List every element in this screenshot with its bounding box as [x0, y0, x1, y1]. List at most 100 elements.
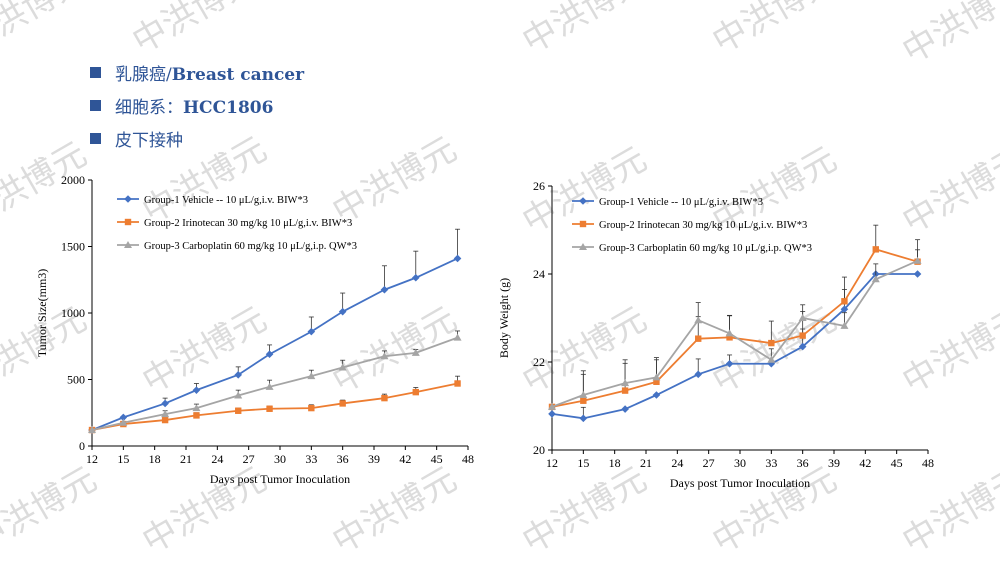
x-tick-label: 27 [703, 456, 715, 470]
chart-weight: 20 22 24 26 12 15 18 21 24 27 30 33 36 39 42 45 48 Days p… [497, 179, 934, 490]
x-tick-label: 33 [305, 452, 317, 466]
legend-label: Group-3 Carboplatin 60 mg/kg 10 μL/g,i.p… [144, 241, 357, 252]
series-line [551, 248, 918, 408]
x-tick-label: 18 [149, 452, 161, 466]
data-point-marker [694, 316, 703, 324]
data-point-marker [695, 335, 702, 342]
x-axis-title: Days post Tumor Inoculation [670, 476, 810, 490]
x-tick-label: 42 [859, 456, 871, 470]
data-point-marker [339, 400, 346, 407]
legend-entry-3: Group-3 Carboplatin 60 mg/kg 10 μL/g,i.p… [572, 243, 812, 254]
data-point-marker [307, 327, 316, 336]
cell-line-label: 细胞系： [115, 98, 183, 118]
data-point-marker [380, 352, 389, 360]
data-point-marker [579, 197, 587, 205]
data-point-marker [548, 402, 556, 410]
data-point-marker [307, 372, 316, 380]
x-tick-label: 39 [828, 456, 840, 470]
x-tick-label: 12 [86, 452, 98, 466]
series-group-3 [548, 249, 922, 410]
data-point-marker [726, 334, 733, 341]
x-tick-label: 36 [337, 452, 349, 466]
data-point-marker [193, 412, 200, 419]
y-tick-label: 24 [533, 267, 545, 281]
data-point-marker [652, 373, 661, 381]
legend-label: Group-2 Irinotecan 30 mg/kg 10 μL/g,i.v.… [144, 218, 352, 229]
y-tick-label: 500 [67, 373, 85, 387]
y-tick-label: 22 [533, 355, 545, 369]
y-tick-label: 1500 [61, 240, 85, 254]
bullet-item-inoculation: 皮下接种 [90, 122, 304, 155]
data-point-marker [652, 391, 661, 399]
data-point-marker [192, 404, 201, 412]
x-tick-label: 18 [609, 456, 621, 470]
cancer-name: Breast cancer [171, 65, 305, 85]
data-point-marker [579, 243, 587, 250]
data-point-marker [265, 350, 274, 359]
data-point-marker [725, 329, 734, 337]
legend-label: Group-2 Irinotecan 30 mg/kg 10 μL/g,i.v.… [599, 220, 807, 231]
x-axis-title: Days post Tumor Inoculation [210, 472, 350, 486]
x-tick-label: 24 [211, 452, 223, 466]
x-tick-label: 24 [671, 456, 683, 470]
y-tick-label: 2000 [61, 173, 85, 187]
data-point-marker [840, 305, 849, 313]
x-tick-label: 21 [180, 452, 192, 466]
x-tick-label: 48 [462, 452, 474, 466]
legend-label: Group-3 Carboplatin 60 mg/kg 10 μL/g,i.p… [599, 243, 812, 254]
y-tick-label: 0 [79, 439, 85, 453]
legend-entry-1: Group-1 Vehicle -- 10 μL/g,i.v. BIW*3 [572, 197, 763, 208]
inoculation-label: 皮下接种 [115, 131, 183, 151]
data-point-marker [411, 273, 420, 282]
x-tick-label: 36 [797, 456, 809, 470]
y-tick-label: 20 [533, 443, 545, 457]
data-point-marker [621, 405, 629, 413]
x-tick-label: 39 [368, 452, 380, 466]
x-tick-label: 30 [734, 456, 746, 470]
data-point-marker [234, 371, 243, 379]
x-tick-label: 48 [922, 456, 934, 470]
data-point-marker [192, 386, 201, 394]
data-point-marker [412, 388, 419, 396]
x-tick-label: 30 [274, 452, 286, 466]
x-tick-label: 15 [117, 452, 129, 466]
series-line [91, 257, 458, 431]
bullet-text: 乳腺癌/Breast cancer [115, 60, 304, 85]
data-point-marker [694, 370, 703, 379]
x-tick-label: 15 [577, 456, 589, 470]
data-point-marker [840, 321, 849, 329]
x-tick-label: 12 [546, 456, 558, 470]
data-point-marker [580, 397, 587, 404]
series-line [551, 259, 918, 408]
data-point-marker [453, 333, 462, 341]
x-tick-label: 45 [431, 452, 443, 466]
data-point-marker [841, 298, 848, 305]
data-point-marker [88, 426, 96, 434]
data-point-marker [124, 195, 132, 203]
data-point-marker [913, 270, 922, 278]
legend-entry-2: Group-2 Irinotecan 30 mg/kg 10 μL/g,i.v.… [572, 220, 807, 231]
cell-line-name: HCC1806 [183, 98, 274, 118]
series-group-3 [88, 330, 462, 434]
bullet-square-icon [90, 67, 101, 78]
data-point-marker [411, 348, 420, 356]
series-line [91, 382, 458, 431]
data-point-marker [119, 413, 128, 422]
y-tick-label: 1000 [61, 306, 85, 320]
chart-tumor: 0 500 1000 1500 2000 12 15 18 21 24 27 30 33 36 39 42 45… [35, 173, 474, 486]
data-point-marker [161, 410, 170, 418]
cancer-label: 乳腺癌/ [115, 65, 172, 85]
data-point-marker [338, 363, 347, 371]
x-tick-label: 45 [891, 456, 903, 470]
bullet-list: 乳腺癌/Breast cancer 细胞系：HCC1806 皮下接种 [90, 56, 304, 155]
data-point-marker [119, 418, 128, 426]
data-point-marker [913, 256, 922, 264]
data-point-marker [653, 378, 660, 385]
data-point-marker [308, 404, 315, 412]
data-point-marker [161, 399, 169, 408]
data-point-marker [579, 414, 588, 423]
y-tick-label: 26 [533, 179, 545, 193]
data-point-marker [579, 391, 588, 398]
data-point-marker [798, 342, 807, 351]
x-tick-label: 27 [243, 452, 255, 466]
